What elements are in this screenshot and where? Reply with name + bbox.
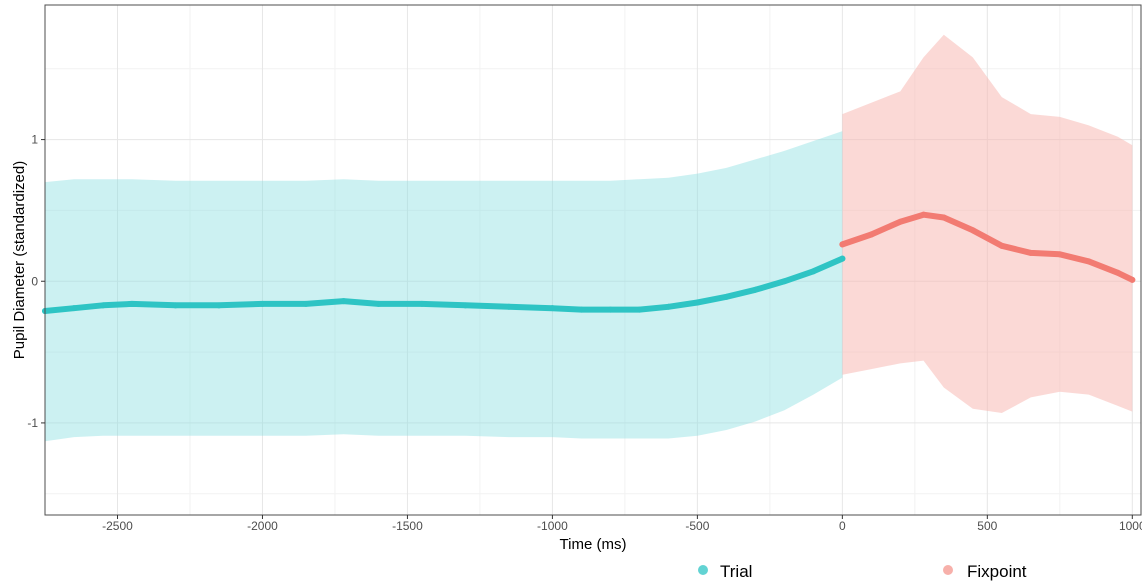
data-point-trial bbox=[665, 303, 672, 310]
data-point-trial bbox=[781, 278, 788, 285]
data-point-trial bbox=[752, 286, 759, 293]
data-point-fixpoint bbox=[1056, 251, 1063, 258]
x-tick-label: -2500 bbox=[102, 519, 133, 533]
series-lines bbox=[42, 211, 1136, 314]
data-point-trial bbox=[302, 300, 309, 307]
data-point-trial bbox=[259, 300, 266, 307]
data-point-trial bbox=[128, 300, 135, 307]
data-point-trial bbox=[462, 302, 469, 309]
data-point-fixpoint bbox=[969, 227, 976, 234]
data-point-trial bbox=[723, 293, 730, 300]
legend-key-trial bbox=[698, 565, 708, 575]
data-point-trial bbox=[340, 298, 347, 305]
data-point-trial bbox=[99, 302, 106, 309]
data-point-fixpoint bbox=[940, 214, 947, 221]
data-point-trial bbox=[578, 306, 585, 313]
x-tick-label: -1500 bbox=[392, 519, 423, 533]
series-line-trial bbox=[42, 255, 846, 314]
band-fixpoint bbox=[842, 34, 1133, 414]
x-axis-title: Time (ms) bbox=[560, 536, 627, 553]
x-tick-label: 1000 bbox=[1119, 519, 1142, 533]
legend-label-fixpoint: Fixpoint bbox=[967, 562, 1027, 581]
y-tick-label: 0 bbox=[31, 274, 38, 288]
y-axis-title: Pupil Diameter (standardized) bbox=[11, 161, 28, 359]
data-point-fixpoint bbox=[920, 211, 927, 218]
legend: Trial Fixpoint bbox=[698, 562, 1027, 581]
data-point-trial bbox=[172, 302, 179, 309]
data-point-trial bbox=[215, 302, 222, 309]
x-tick-label: -500 bbox=[685, 519, 709, 533]
data-point-trial bbox=[505, 303, 512, 310]
series-line-fixpoint bbox=[839, 211, 1136, 283]
confidence-bands bbox=[45, 34, 1133, 442]
x-tick-label: -2000 bbox=[247, 519, 278, 533]
x-tick-label: 0 bbox=[839, 519, 846, 533]
y-tick-label: -1 bbox=[27, 416, 38, 430]
data-point-trial bbox=[839, 255, 846, 262]
data-point-trial bbox=[694, 299, 701, 306]
plot-border bbox=[44, 4, 1142, 516]
y-axis-ticks: -1 0 1 bbox=[27, 133, 45, 430]
data-point-fixpoint bbox=[1114, 269, 1121, 276]
data-point-fixpoint bbox=[839, 241, 846, 248]
legend-label-trial: Trial bbox=[720, 562, 752, 581]
data-point-trial bbox=[70, 305, 77, 312]
data-point-trial bbox=[375, 300, 382, 307]
x-axis-ticks: -2500 -2000 -1500 -1000 -500 0 500 1000 bbox=[102, 515, 1142, 533]
legend-key-fixpoint bbox=[943, 565, 953, 575]
data-point-trial bbox=[418, 300, 425, 307]
data-point-fixpoint bbox=[868, 231, 875, 238]
data-point-trial bbox=[810, 268, 817, 275]
y-tick-label: 1 bbox=[31, 133, 38, 147]
band-trial bbox=[45, 131, 843, 442]
data-point-trial bbox=[549, 305, 556, 312]
data-point-fixpoint bbox=[998, 242, 1005, 249]
data-point-trial bbox=[607, 306, 614, 313]
data-point-fixpoint bbox=[1129, 276, 1136, 283]
x-tick-label: 500 bbox=[977, 519, 997, 533]
data-point-trial bbox=[636, 306, 643, 313]
data-point-fixpoint bbox=[897, 218, 904, 225]
data-point-fixpoint bbox=[1085, 258, 1092, 265]
data-point-fixpoint bbox=[1027, 249, 1034, 256]
x-tick-label: -1000 bbox=[537, 519, 568, 533]
